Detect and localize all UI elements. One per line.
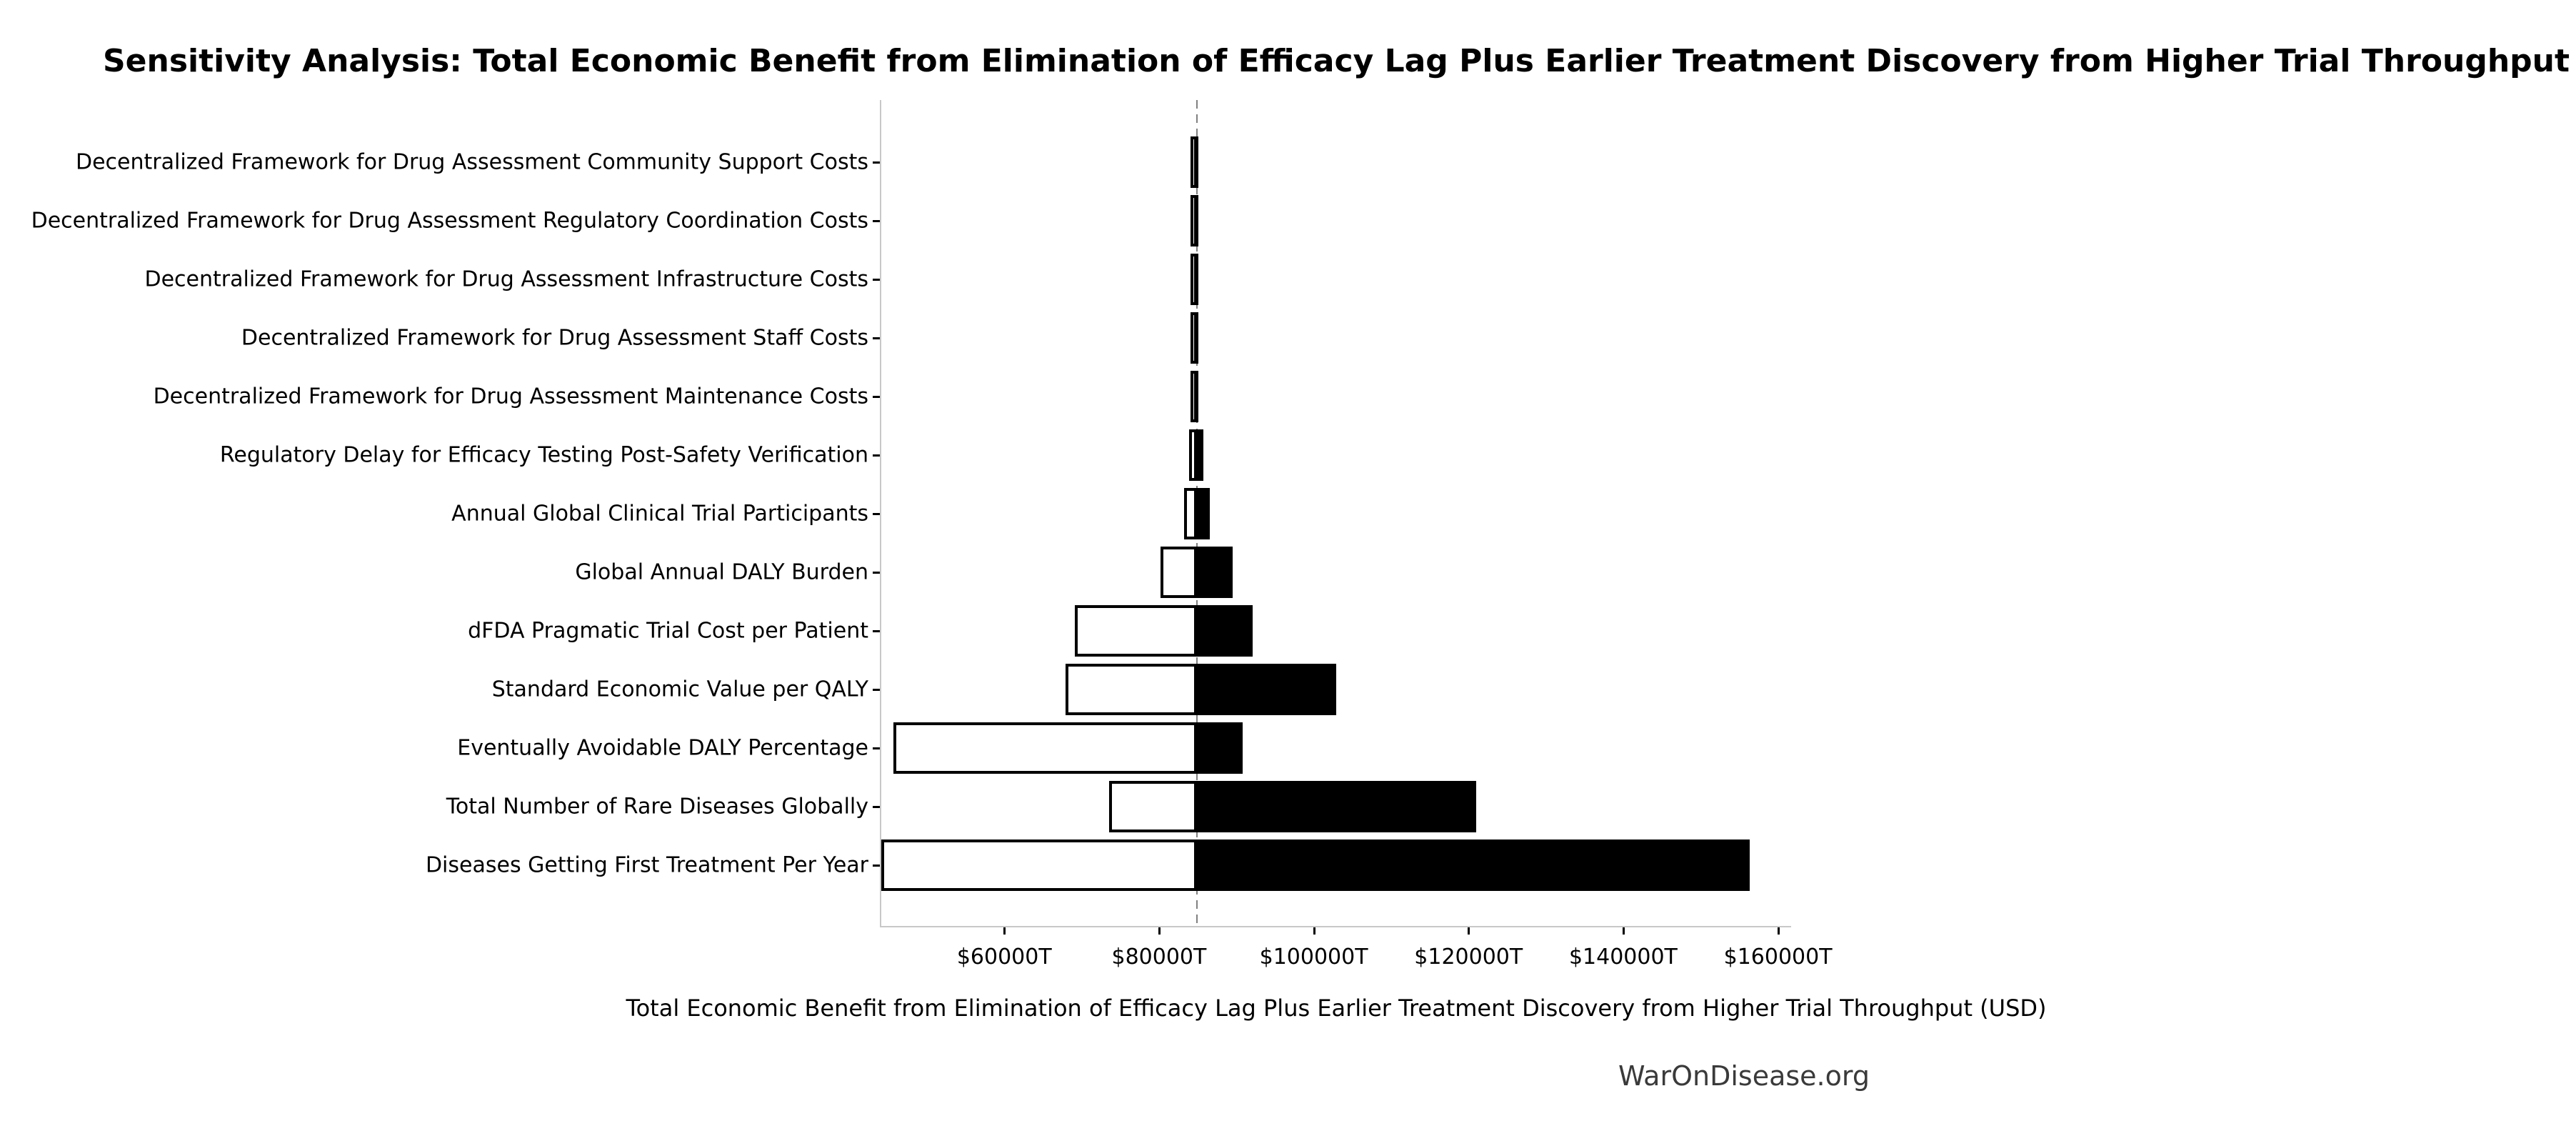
high-bar — [1197, 664, 1336, 715]
y-axis-category-label: Annual Global Clinical Trial Participant… — [451, 501, 868, 527]
low-bar — [1191, 312, 1197, 364]
x-tick-mark — [1003, 927, 1006, 935]
high-bar — [1197, 136, 1198, 188]
y-axis-category-label: Decentralized Framework for Drug Assessm… — [144, 266, 868, 292]
x-tick-mark — [1313, 927, 1315, 935]
low-bar — [1183, 488, 1197, 539]
y-tick-mark — [873, 161, 880, 164]
low-bar — [1191, 195, 1197, 246]
high-bar — [1197, 488, 1211, 539]
y-tick-mark — [873, 806, 880, 808]
y-axis-category-label: Standard Economic Value per QALY — [491, 677, 868, 702]
x-tick-mark — [1468, 927, 1470, 935]
y-axis-category-label: Decentralized Framework for Drug Assessm… — [241, 325, 868, 351]
y-tick-mark — [873, 220, 880, 222]
low-bar — [1191, 254, 1197, 305]
low-bar — [1074, 605, 1197, 657]
y-tick-mark — [873, 630, 880, 632]
high-bar — [1197, 781, 1477, 832]
y-axis-category-label: Eventually Avoidable DALY Percentage — [457, 735, 868, 761]
x-tick-label: $120000T — [1414, 945, 1523, 970]
x-tick-label: $160000T — [1723, 945, 1833, 970]
y-tick-mark — [873, 513, 880, 515]
low-bar — [1065, 664, 1197, 715]
low-bar — [893, 722, 1197, 774]
y-tick-mark — [873, 572, 880, 574]
y-tick-mark — [873, 747, 880, 749]
y-axis-category-label: dFDA Pragmatic Trial Cost per Patient — [468, 618, 868, 644]
y-tick-mark — [873, 454, 880, 457]
high-bar — [1197, 605, 1253, 657]
y-tick-mark — [873, 865, 880, 867]
x-tick-mark — [1777, 927, 1780, 935]
y-axis-category-label: Regulatory Delay for Efficacy Testing Po… — [219, 442, 868, 468]
y-axis-category-label: Diseases Getting First Treatment Per Yea… — [425, 852, 868, 878]
y-tick-mark — [873, 689, 880, 691]
low-bar — [881, 839, 1197, 891]
high-bar — [1197, 547, 1233, 598]
x-tick-label: $140000T — [1568, 945, 1678, 970]
low-bar — [1191, 136, 1197, 188]
site-footer: WarOnDisease.org — [1618, 1060, 1870, 1092]
high-bar — [1197, 722, 1243, 774]
x-tick-mark — [1622, 927, 1625, 935]
plot-area — [880, 100, 1791, 927]
x-tick-label: $100000T — [1259, 945, 1368, 970]
y-tick-mark — [873, 279, 880, 281]
high-bar — [1197, 839, 1750, 891]
y-axis-category-label: Decentralized Framework for Drug Assessm… — [31, 208, 868, 234]
high-bar — [1197, 371, 1198, 422]
x-axis-label: Total Economic Benefit from Elimination … — [626, 995, 2047, 1022]
x-tick-mark — [1158, 927, 1161, 935]
y-tick-mark — [873, 337, 880, 339]
y-axis-category-label: Decentralized Framework for Drug Assessm… — [76, 149, 868, 175]
high-bar — [1197, 254, 1198, 305]
x-tick-label: $60000T — [956, 945, 1052, 970]
y-axis-category-label: Decentralized Framework for Drug Assessm… — [153, 384, 868, 409]
high-bar — [1197, 195, 1198, 246]
low-bar — [1108, 781, 1197, 832]
high-bar — [1197, 429, 1203, 481]
y-tick-mark — [873, 396, 880, 398]
low-bar — [1189, 429, 1197, 481]
chart-title: Sensitivity Analysis: Total Economic Ben… — [102, 43, 2570, 79]
high-bar — [1197, 312, 1198, 364]
x-tick-label: $80000T — [1111, 945, 1207, 970]
y-axis-category-label: Global Annual DALY Burden — [575, 559, 868, 585]
low-bar — [1161, 547, 1197, 598]
y-axis-category-label: Total Number of Rare Diseases Globally — [446, 794, 868, 819]
low-bar — [1191, 371, 1197, 422]
